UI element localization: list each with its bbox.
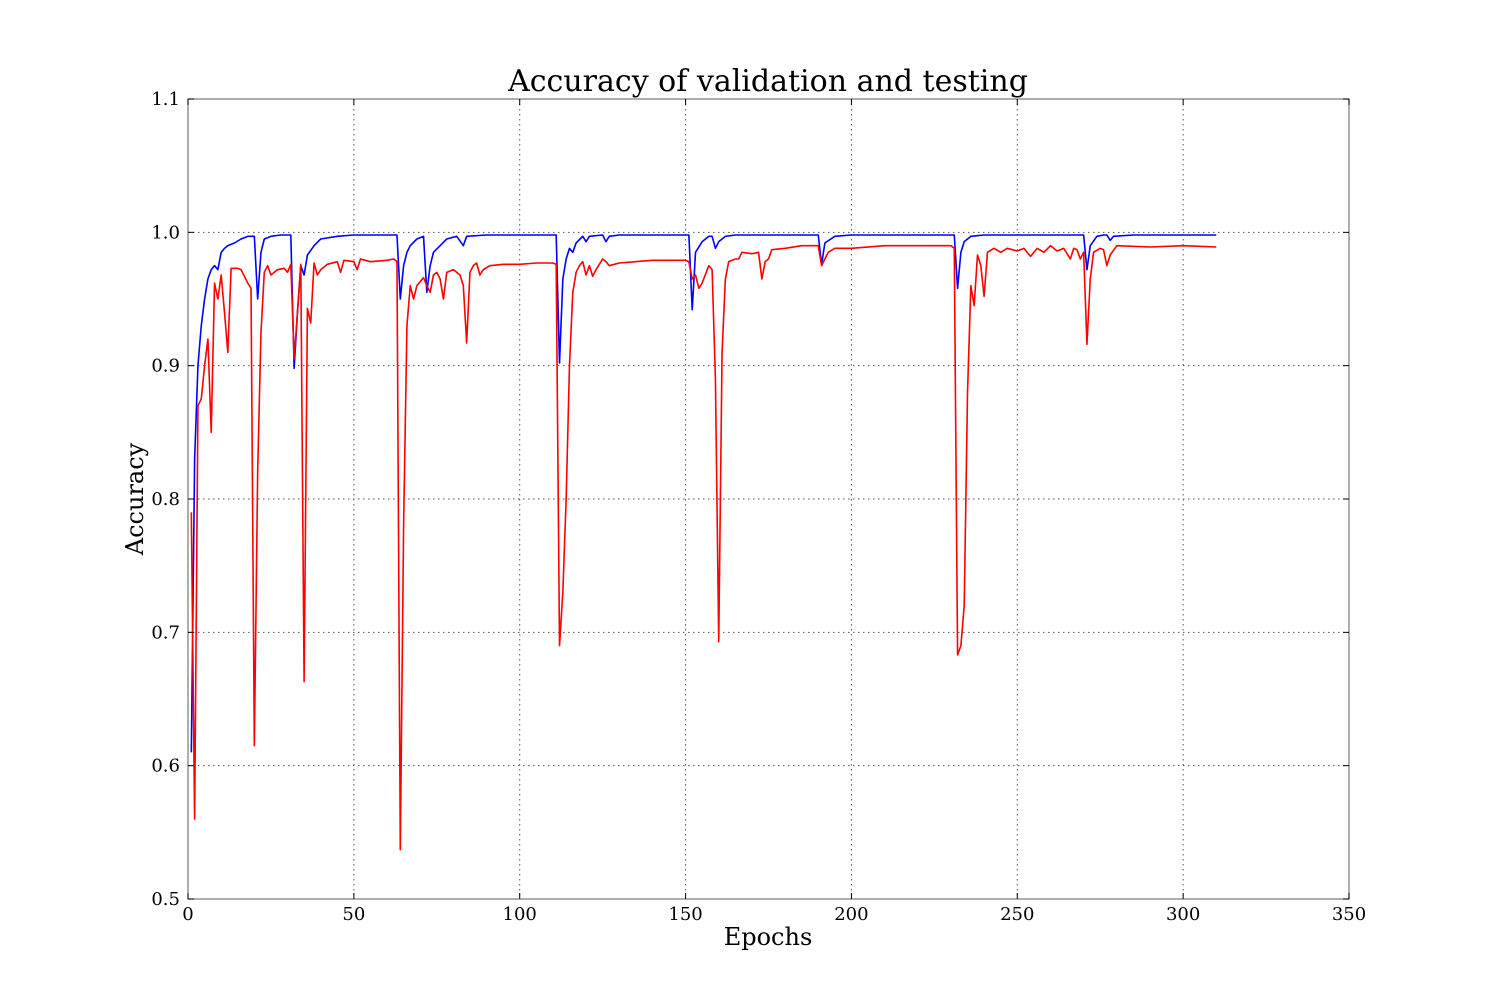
y-axis-label: Accuracy (121, 442, 149, 556)
y-tick-label: 0.8 (151, 489, 180, 510)
x-tick-label: 0 (182, 904, 193, 925)
ticks: 0 50 100 150 200 250 300 350 0.5 0.6 0.7 0.8 0.9 1.0 1… (151, 89, 1366, 925)
x-tick-label: 250 (1000, 904, 1034, 925)
y-tick-label: 1.1 (151, 89, 180, 110)
y-tick-label: 0.6 (151, 756, 180, 777)
y-tick-label: 0.9 (151, 356, 180, 377)
y-tick-label: 0.5 (151, 889, 180, 910)
x-tick-label: 200 (834, 904, 868, 925)
x-tick-label: 300 (1166, 904, 1200, 925)
series-line-1 (190, 234, 1217, 753)
x-tick-label: 100 (503, 904, 537, 925)
y-tick-label: 0.7 (151, 622, 180, 643)
x-tick-label: 350 (1332, 904, 1366, 925)
chart-title: Accuracy of validation and testing (507, 64, 1028, 99)
x-axis-label: Epochs (724, 923, 813, 951)
x-tick-label: 50 (342, 904, 365, 925)
grid (188, 99, 1349, 899)
x-tick-label: 150 (668, 904, 702, 925)
y-tick-label: 1.0 (151, 222, 180, 243)
series-line-2 (190, 244, 1217, 851)
series-layer (190, 234, 1217, 851)
